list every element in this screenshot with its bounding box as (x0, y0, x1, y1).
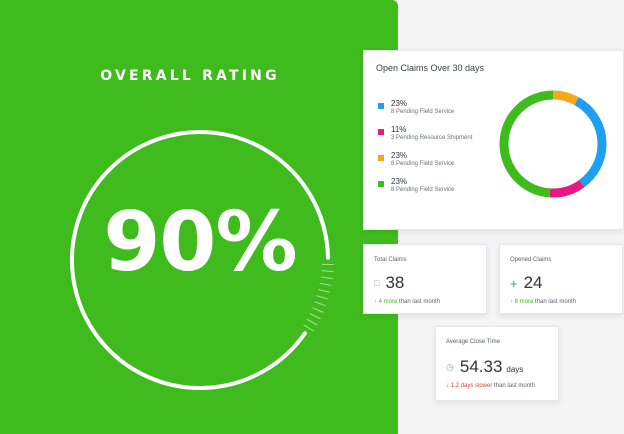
rating-gauge (70, 130, 334, 390)
legend-item: 23% 8 Pending Field Service (378, 99, 472, 125)
legend-description: 8 Pending Field Service (391, 109, 455, 115)
average-close-time-title: Average Close Time (446, 339, 500, 345)
total-claims-title: Total Claims (374, 257, 407, 263)
overall-rating-panel: OVERALL RATING 90% (0, 0, 398, 434)
open-claims-card: Open Claims Over 30 days 23% 8 Pending F… (363, 50, 624, 230)
average-close-time-card: Average Close Time ◷ 54.33 days ↓ 1.2 da… (435, 326, 559, 401)
open-claims-donut-chart (499, 90, 607, 198)
opened-claims-title: Opened Claims (510, 257, 552, 263)
gauge-tick (309, 313, 321, 320)
overall-rating-title: OVERALL RATING (100, 68, 280, 84)
gauge-tick (314, 301, 327, 307)
donut-segment (574, 97, 607, 188)
legend-percent: 23% (391, 177, 408, 186)
trend-text: than last month (397, 299, 441, 305)
gauge-tick (319, 282, 332, 287)
total-claims-card: Total Claims □ 38 ↑ 4 more than last mon… (363, 244, 487, 314)
gauge-progress-arc (70, 130, 330, 390)
plus-icon: + (510, 275, 518, 291)
legend-percent: 11% (391, 125, 407, 134)
legend-color-swatch (378, 103, 384, 109)
clock-icon: ◷ (446, 361, 454, 372)
legend-percent: 23% (391, 151, 408, 160)
legend-item: 11% 3 Pending Resource Shipment (378, 125, 472, 151)
average-close-time-unit: days (506, 364, 524, 374)
donut-segment (499, 90, 554, 198)
gauge-tick (312, 307, 324, 313)
opened-claims-card: Opened Claims + 24 ↑ 8 more than last mo… (499, 244, 623, 314)
legend-item: 23% 8 Pending Field Service (378, 177, 472, 203)
gauge-tick (321, 270, 334, 273)
legend-percent: 23% (391, 99, 408, 108)
legend-color-swatch (378, 155, 384, 161)
gauge-ticks (303, 263, 334, 332)
gauge-tick (320, 276, 333, 280)
overall-rating-value: 90% (103, 195, 297, 290)
donut-segment (549, 179, 585, 198)
opened-claims-value: 24 (523, 273, 543, 292)
open-claims-legend: 23% 8 Pending Field Service 11% 3 Pendin… (378, 99, 472, 203)
legend-item: 23% 8 Pending Field Service (378, 151, 472, 177)
legend-description: 8 Pending Field Service (391, 187, 455, 193)
donut-segment (552, 90, 579, 106)
gauge-tick (303, 324, 314, 332)
document-icon: □ (374, 278, 380, 288)
legend-color-swatch (378, 181, 384, 187)
trend-highlight: ↑ 8 more (510, 299, 534, 305)
legend-color-swatch (378, 129, 384, 135)
open-claims-title: Open Claims Over 30 days (376, 63, 485, 73)
trend-text: than last month (533, 299, 577, 305)
total-claims-value: 38 (385, 273, 405, 292)
legend-description: 8 Pending Field Service (391, 161, 455, 167)
legend-description: 3 Pending Resource Shipment (391, 135, 473, 141)
gauge-tick (306, 318, 318, 326)
trend-highlight: ↓ 1.2 days slower (446, 383, 493, 389)
total-claims-trend: ↑ 4 more than last month (374, 299, 440, 305)
average-close-time-value: 54.33 (459, 357, 503, 376)
trend-text: than last month (492, 383, 536, 389)
average-close-time-trend: ↓ 1.2 days slower than last month (446, 383, 535, 389)
trend-highlight: ↑ 4 more (374, 299, 398, 305)
gauge-tick (316, 295, 329, 300)
opened-claims-trend: ↑ 8 more than last month (510, 299, 576, 305)
gauge-tick (318, 289, 331, 293)
